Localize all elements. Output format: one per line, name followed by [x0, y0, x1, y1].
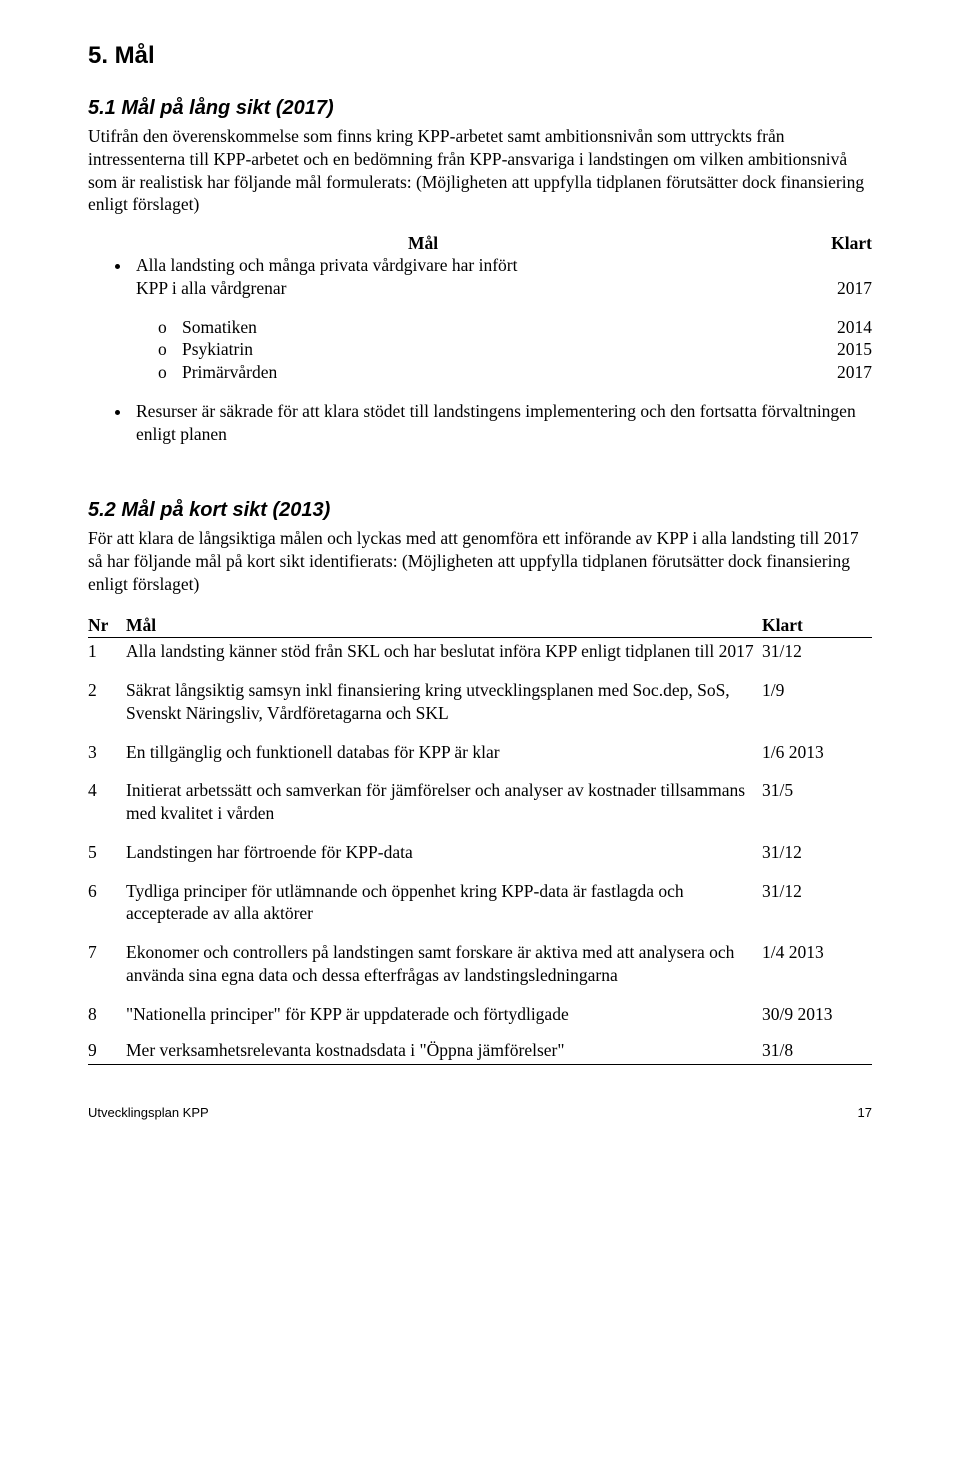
subsection-5-1-heading: 5.1 Mål på lång sikt (2017) — [88, 95, 872, 121]
goal-sub-label: Primärvården — [182, 361, 837, 384]
goal-sub-year: 2017 — [837, 361, 872, 384]
goal-sub-label: Somatiken — [182, 316, 837, 339]
goal-sub-item: o Somatiken 2014 — [158, 316, 872, 339]
table-row: 7 Ekonomer och controllers på landstinge… — [88, 939, 872, 1001]
cell-klart: 1/6 2013 — [762, 739, 872, 778]
table-row: 2 Säkrat långsiktig samsyn inkl finansie… — [88, 677, 872, 739]
circle-icon: o — [158, 361, 182, 384]
goal-sub-item: o Primärvården 2017 — [158, 361, 872, 384]
cell-nr: 5 — [88, 839, 126, 878]
cell-mal: Alla landsting känner stöd från SKL och … — [126, 638, 762, 677]
cell-nr: 8 — [88, 1001, 126, 1038]
goal-sub-item: o Psykiatrin 2015 — [158, 338, 872, 361]
table-header-row: Nr Mål Klart — [88, 612, 872, 638]
cell-klart: 31/8 — [762, 1037, 872, 1064]
circle-icon: o — [158, 316, 182, 339]
footer-left: Utvecklingsplan KPP — [88, 1105, 209, 1122]
cell-nr: 3 — [88, 739, 126, 778]
cell-klart: 1/4 2013 — [762, 939, 872, 1001]
cell-mal: Ekonomer och controllers på landstingen … — [126, 939, 762, 1001]
cell-mal: En tillgänglig och funktionell databas f… — [126, 739, 762, 778]
cell-klart: 31/12 — [762, 839, 872, 878]
table-row: 4 Initierat arbetssätt och samverkan för… — [88, 777, 872, 839]
goal-sub-label: Psykiatrin — [182, 338, 837, 361]
cell-klart: 31/12 — [762, 878, 872, 940]
cell-klart: 1/9 — [762, 677, 872, 739]
cell-nr: 7 — [88, 939, 126, 1001]
goal-sub-year: 2015 — [837, 338, 872, 361]
subsection-5-1-intro: Utifrån den överenskommelse som finns kr… — [88, 125, 872, 216]
cell-mal: "Nationella principer" för KPP är uppdat… — [126, 1001, 762, 1038]
cell-nr: 9 — [88, 1037, 126, 1064]
cell-nr: 4 — [88, 777, 126, 839]
cell-klart: 30/9 2013 — [762, 1001, 872, 1038]
goal-bullet-1: Alla landsting och många privata vårdgiv… — [132, 254, 872, 300]
goal-bullet-1-line1: Alla landsting och många privata vårdgiv… — [136, 254, 872, 277]
col-nr: Nr — [88, 612, 126, 638]
cell-klart: 31/12 — [762, 638, 872, 677]
cell-mal: Landstingen har förtroende för KPP-data — [126, 839, 762, 878]
goal-bullet-1-line2: KPP i alla vårdgrenar — [136, 277, 287, 300]
table-row: 5 Landstingen har förtroende för KPP-dat… — [88, 839, 872, 878]
cell-klart: 31/5 — [762, 777, 872, 839]
cell-mal: Initierat arbetssätt och samverkan för j… — [126, 777, 762, 839]
goal-header-klart: Klart — [831, 232, 872, 255]
footer-pagenum: 17 — [858, 1105, 872, 1122]
col-klart: Klart — [762, 612, 872, 638]
table-row: 9 Mer verksamhetsrelevanta kostnadsdata … — [88, 1037, 872, 1064]
cell-nr: 2 — [88, 677, 126, 739]
goal-sub-year: 2014 — [837, 316, 872, 339]
cell-nr: 1 — [88, 638, 126, 677]
section-heading: 5. Mål — [88, 40, 872, 71]
table-row: 3 En tillgänglig och funktionell databas… — [88, 739, 872, 778]
goal-header-mal: Mål — [408, 232, 438, 255]
goal-bullet-2: Resurser är säkrade för att klara stödet… — [132, 400, 872, 446]
page-footer: Utvecklingsplan KPP 17 — [88, 1105, 872, 1122]
table-row: 6 Tydliga principer för utlämnande och ö… — [88, 878, 872, 940]
col-mal: Mål — [126, 612, 762, 638]
circle-icon: o — [158, 338, 182, 361]
short-term-goals-table: Nr Mål Klart 1 Alla landsting känner stö… — [88, 612, 872, 1066]
table-row: 1 Alla landsting känner stöd från SKL oc… — [88, 638, 872, 677]
cell-mal: Tydliga principer för utlämnande och öpp… — [126, 878, 762, 940]
table-row: 8 "Nationella principer" för KPP är uppd… — [88, 1001, 872, 1038]
cell-nr: 6 — [88, 878, 126, 940]
cell-mal: Säkrat långsiktig samsyn inkl finansieri… — [126, 677, 762, 739]
goal-sub-list: o Somatiken 2014 o Psykiatrin 2015 o Pri… — [88, 316, 872, 384]
goal-bullet-1-year: 2017 — [837, 277, 872, 300]
subsection-5-2-intro: För att klara de långsiktiga målen och l… — [88, 527, 872, 595]
subsection-5-2-heading: 5.2 Mål på kort sikt (2013) — [88, 497, 872, 523]
goal-header-row: Mål Klart — [88, 232, 872, 254]
cell-mal: Mer verksamhetsrelevanta kostnadsdata i … — [126, 1037, 762, 1064]
